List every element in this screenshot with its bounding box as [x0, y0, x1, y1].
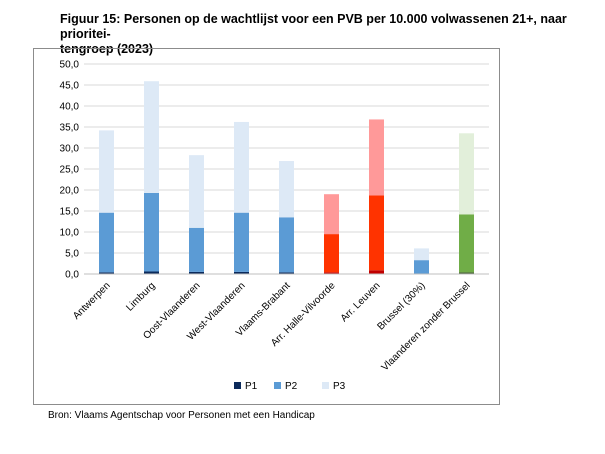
- bar-segment-p2: [189, 227, 204, 272]
- bar-segment-p3: [324, 194, 339, 235]
- legend-label-p3: P3: [333, 381, 346, 392]
- bar-segment-p1: [234, 271, 249, 274]
- bar-segment-p2: [99, 212, 114, 273]
- bar-segment-p3: [144, 81, 159, 193]
- bar-segment-p1: [459, 272, 474, 274]
- bar-segment-p3: [459, 133, 474, 215]
- bar-segment-p3: [414, 248, 429, 261]
- x-tick-label: Antwerpen: [71, 280, 113, 322]
- bar-segment-p1: [144, 271, 159, 274]
- bar-segment-p3: [234, 121, 249, 213]
- y-tick-label: 25,0: [60, 165, 80, 176]
- bar-segment-p1: [369, 270, 384, 274]
- legend-swatch-p2: [274, 382, 281, 389]
- y-tick-label: 0,0: [65, 270, 79, 281]
- y-tick-label: 20,0: [60, 186, 80, 197]
- bar-segment-p1: [99, 272, 114, 274]
- x-tick-label: Arr. Leuven: [339, 280, 383, 324]
- bar-segment-p3: [369, 119, 384, 196]
- bar-segment-p3: [99, 130, 114, 213]
- bar-segment-p2: [324, 234, 339, 273]
- y-tick-label: 5,0: [65, 249, 79, 260]
- y-tick-label: 35,0: [60, 123, 80, 134]
- bar-segment-p1: [324, 272, 339, 274]
- chart-title-line-2: tengroep (2023): [60, 42, 154, 56]
- x-tick-label: Limburg: [124, 280, 157, 313]
- y-tick-label: 10,0: [60, 228, 80, 239]
- y-tick-label: 40,0: [60, 102, 80, 113]
- bar-segment-p2: [144, 192, 159, 272]
- source-note: Bron: Vlaams Agentschap voor Personen me…: [48, 410, 315, 421]
- bar-segment-p2: [459, 214, 474, 273]
- bar-segment-p2: [279, 217, 294, 273]
- bar-segment-p3: [279, 161, 294, 218]
- chart-title: Figuur 15: Personen op de wachtlijst voo…: [60, 12, 600, 57]
- legend-label-p1: P1: [245, 381, 258, 392]
- legend-swatch-p3: [322, 382, 329, 389]
- y-tick-label: 30,0: [60, 144, 80, 155]
- bar-segment-p2: [369, 195, 384, 271]
- x-tick-label: Vlaanderen zonder Brussel: [380, 280, 473, 373]
- bar-segment-p2: [414, 260, 429, 274]
- y-tick-label: 45,0: [60, 81, 80, 92]
- bar-segment-p1: [279, 272, 294, 274]
- legend-swatch-p1: [234, 382, 241, 389]
- stacked-bar-chart: 0,0 5,0 10,0 15,0 20,0 25,0 30,0 35,0 40,0 45,0 50…: [60, 60, 489, 392]
- y-tick-label: 50,0: [60, 60, 80, 71]
- bar-segment-p1: [189, 271, 204, 274]
- chart-title-line-1: Figuur 15: Personen op de wachtlijst voo…: [60, 12, 567, 41]
- bar-segment-p3: [189, 155, 204, 228]
- legend-label-p2: P2: [285, 381, 298, 392]
- chart-area: 0,0 5,0 10,0 15,0 20,0 25,0 30,0 35,0 40,0 45,0 50…: [33, 48, 500, 405]
- y-tick-label: 15,0: [60, 207, 80, 218]
- bar-segment-p2: [234, 212, 249, 272]
